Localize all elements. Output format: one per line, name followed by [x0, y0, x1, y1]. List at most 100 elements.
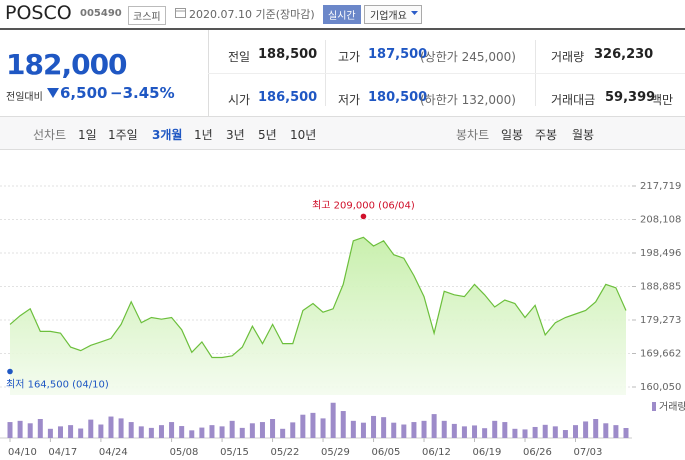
- change-pct: −3.45%: [110, 84, 175, 102]
- annotation-dot: [360, 213, 367, 220]
- volume-bar: [401, 424, 407, 438]
- stat-note: (하한가 132,000): [420, 93, 516, 107]
- down-arrow: [47, 88, 59, 98]
- volume-bar: [391, 422, 397, 438]
- company-info-button[interactable]: 기업개요: [364, 5, 422, 24]
- stat-label: 저가: [338, 93, 361, 107]
- volume-bar: [371, 415, 377, 438]
- chart: 160,050 169,662 179,273 188,885 198,496 208,1…: [0, 181, 685, 458]
- realtime-button[interactable]: 실시간: [323, 5, 361, 24]
- volume-bar: [360, 422, 366, 438]
- annotation-label: 최고 209,000 (06/04): [312, 199, 415, 211]
- tab-group-label: 봉차트: [456, 128, 490, 142]
- stock-code: 005490: [80, 8, 122, 19]
- y-tick-label: 169,662: [640, 348, 681, 359]
- x-tick-label: 06/19: [473, 447, 502, 458]
- volume-bar: [68, 425, 74, 438]
- x-tick-label: 07/03: [574, 447, 603, 458]
- stat-value: 186,500: [258, 90, 318, 105]
- x-tick-label: 05/08: [170, 447, 199, 458]
- volume-bar: [108, 416, 114, 438]
- volume-bar: [270, 419, 276, 438]
- volume-bar: [148, 427, 154, 438]
- x-tick-label: 05/15: [220, 447, 249, 458]
- candle-tab[interactable]: 일봉: [501, 128, 524, 142]
- y-tick-label: 217,719: [640, 181, 681, 192]
- volume-bar: [411, 422, 417, 438]
- volume-bar: [603, 423, 609, 438]
- volume-bar: [78, 428, 84, 438]
- x-tick-label: 04/24: [99, 447, 128, 458]
- volume-bar: [583, 421, 589, 438]
- stock-name: POSCO: [5, 2, 72, 24]
- calendar-icon: [175, 8, 186, 18]
- period-tab[interactable]: 5년: [258, 128, 277, 142]
- volume-bar: [27, 423, 33, 438]
- volume-bar: [381, 417, 387, 438]
- price-area: [10, 237, 626, 395]
- volume-bar: [320, 418, 326, 438]
- stat-label: 고가: [338, 50, 361, 64]
- volume-bar: [522, 429, 528, 438]
- y-tick-label: 179,273: [640, 315, 681, 326]
- volume-bar: [88, 419, 94, 438]
- volume-bar: [239, 427, 245, 438]
- stat-unit: 백만: [651, 93, 674, 107]
- volume-bar: [502, 422, 508, 438]
- volume-bar: [451, 423, 457, 438]
- period-tab[interactable]: 1일: [78, 128, 97, 142]
- volume-bar: [158, 425, 164, 438]
- volume-bar: [169, 422, 175, 438]
- period-tab[interactable]: 1년: [194, 128, 213, 142]
- tab-group-label: 선차트: [33, 128, 67, 142]
- stat-value: 180,500: [368, 90, 428, 105]
- y-tick-label: 188,885: [640, 281, 681, 292]
- volume-bar: [17, 420, 23, 438]
- annotation-label: 최저 164,500 (04/10): [6, 378, 109, 390]
- volume-bar: [340, 411, 346, 438]
- stat-value: 326,230: [594, 47, 654, 62]
- y-tick-label: 198,496: [640, 248, 681, 259]
- volume-bar: [179, 426, 185, 438]
- volume-bar: [189, 430, 195, 438]
- volume-bar: [461, 426, 467, 438]
- volume-bar: [138, 426, 144, 438]
- legend-swatch: [652, 402, 656, 411]
- volume-bar: [199, 427, 205, 438]
- volume-bar: [623, 428, 629, 438]
- candle-tab[interactable]: 주봉: [535, 128, 558, 142]
- volume-bar: [300, 414, 306, 438]
- price-line: [9, 236, 627, 359]
- volume-bar: [259, 422, 265, 438]
- volume-bar: [249, 423, 255, 438]
- x-tick-label: 05/29: [321, 447, 350, 458]
- period-tab[interactable]: 1주일: [108, 128, 138, 142]
- volume-bar: [290, 422, 296, 438]
- volume-bar: [431, 414, 437, 438]
- stat-note: (상한가 245,000): [420, 50, 516, 64]
- period-tab[interactable]: 10년: [290, 128, 317, 142]
- stat-label: 전일: [228, 50, 251, 64]
- header-rule: [0, 28, 685, 30]
- date: 2020.07.10 기준(장마감): [189, 8, 315, 21]
- candle-tab[interactable]: 월봉: [572, 128, 595, 142]
- volume-bar: [542, 424, 548, 438]
- period-tabs: 선차트 1일 1주일 3개월 1년 3년 5년 10년 봉차트 일봉 주봉 월봉: [0, 116, 685, 150]
- volume-bar: [57, 426, 63, 438]
- volume-bar: [128, 422, 134, 438]
- stat-value: 187,500: [368, 47, 428, 62]
- period-tab[interactable]: 3년: [226, 128, 245, 142]
- volume-bar: [47, 428, 53, 438]
- volume-bar: [552, 426, 558, 438]
- x-tick-label: 06/12: [422, 447, 451, 458]
- period-tab[interactable]: 3개월: [152, 128, 183, 142]
- volume-bar: [613, 425, 619, 438]
- volume-bar: [532, 426, 538, 438]
- price: 182,000: [6, 48, 128, 81]
- volume-bar: [98, 424, 104, 438]
- volume-bar: [37, 419, 43, 438]
- volume-bar: [209, 425, 215, 438]
- volume-bar: [482, 428, 488, 438]
- annotation-dot: [7, 368, 13, 375]
- company-info-label: 기업개요: [370, 11, 407, 22]
